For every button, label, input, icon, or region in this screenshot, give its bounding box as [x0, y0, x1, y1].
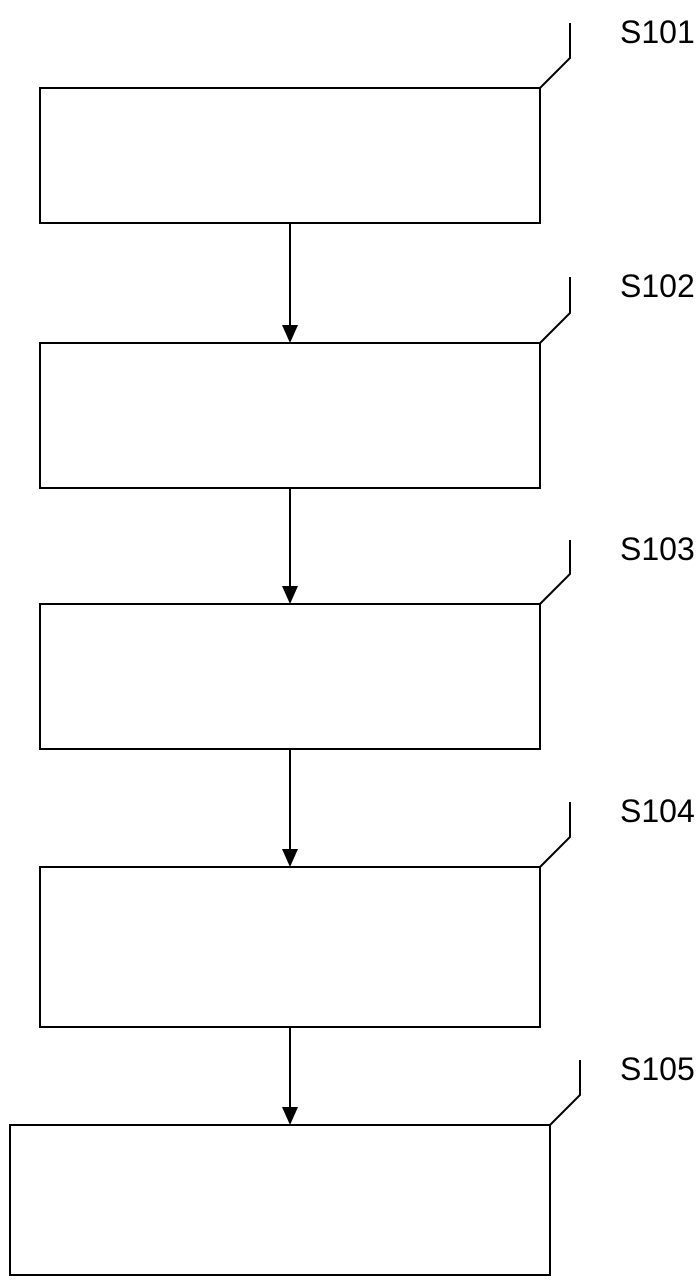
flow-node — [40, 604, 540, 749]
node-label: S105 — [620, 1051, 695, 1087]
arrowhead-icon — [282, 1107, 298, 1125]
flow-node — [40, 867, 540, 1027]
arrowhead-icon — [282, 325, 298, 343]
lead-line — [550, 1060, 580, 1125]
lead-line — [540, 277, 570, 343]
flow-node — [10, 1125, 550, 1275]
flow-node — [40, 88, 540, 223]
flow-node — [40, 343, 540, 488]
node-label: S104 — [620, 793, 695, 829]
arrowhead-icon — [282, 586, 298, 604]
node-label: S102 — [620, 268, 695, 304]
node-label: S101 — [620, 14, 695, 50]
lead-line — [540, 540, 570, 604]
lead-line — [540, 23, 570, 88]
node-label: S103 — [620, 531, 695, 567]
arrowhead-icon — [282, 849, 298, 867]
lead-line — [540, 802, 570, 867]
